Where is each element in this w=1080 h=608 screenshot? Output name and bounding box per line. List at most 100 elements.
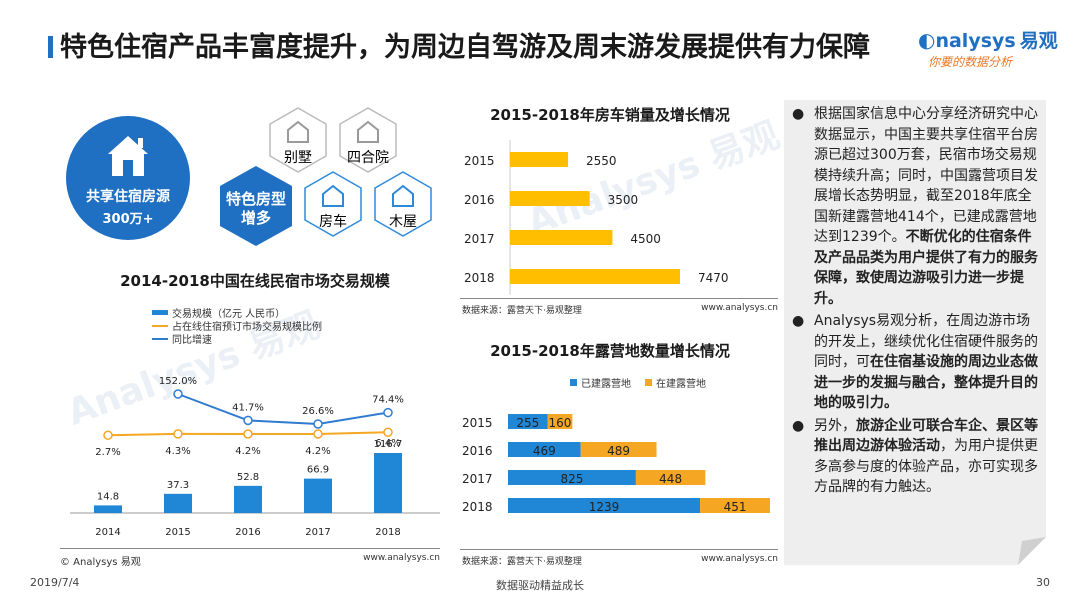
logo-brand: nalysys xyxy=(935,30,1016,52)
legend-swatch-icon xyxy=(645,379,652,386)
chart1-x-tick: 2015 xyxy=(165,527,190,538)
chart3-bar-built xyxy=(508,470,636,485)
chart1-bar xyxy=(164,493,192,513)
chart3-source: 数据来源：露营天下·易观整理 xyxy=(462,557,582,567)
analysis-bullet: ● Analysys易观分析，在周边游市场的开发上，继续优化住宿硬件服务的同时，可… xyxy=(792,311,1038,414)
chart3-building-label: 489 xyxy=(607,444,630,458)
legend-swatch-icon xyxy=(152,324,168,327)
chart1-growth-point xyxy=(313,419,323,429)
chart2-y-tick: 2018 xyxy=(464,271,495,285)
chart1-bar-label: 14.8 xyxy=(97,491,119,502)
chart1-growth-point xyxy=(173,389,183,399)
chart1-share-label: 4.3% xyxy=(165,446,190,457)
chart1-bar-label: 116.7 xyxy=(374,439,403,450)
hex-courtyard-label: 四合院 xyxy=(347,150,389,166)
chart1-x-tick: 2016 xyxy=(235,527,260,538)
chart1-bar xyxy=(374,453,402,513)
hex-center-line1: 特色房型 xyxy=(226,190,286,208)
analysis-bullets: ● 根据国家信息中心分享经济研究中心数据显示，中国主要共享住宿平台房源已超过300… xyxy=(792,104,1038,498)
hex-villa: 别墅 xyxy=(269,107,327,173)
home-icon xyxy=(287,120,309,143)
chart1-share-point xyxy=(103,430,113,440)
chart3-building-label: 448 xyxy=(659,472,682,486)
chart1-growth-label: 152.0% xyxy=(159,376,197,387)
chart3-title: 2015-2018年露营地数量增长情况 xyxy=(490,342,730,360)
chart1-share-label: 4.2% xyxy=(235,446,260,457)
chart1-copyright: © Analysys 易观 xyxy=(60,557,141,568)
chart3-bar-built xyxy=(508,498,701,513)
footer-slogan: 数据驱动精益成长 xyxy=(496,579,584,592)
chart3-built-label: 825 xyxy=(560,472,583,486)
chart1-share-label: 6.4% xyxy=(375,438,400,449)
chart3-bar-building xyxy=(635,470,706,485)
chart1-share-label: 2.7% xyxy=(95,447,120,458)
circle-title: 共享住宿房源 xyxy=(86,189,170,205)
hex-rv: 房车 xyxy=(304,171,362,237)
chart3-bar-built xyxy=(508,414,548,429)
chart3-plot: 2015 255 160 2016 469 489 2017 825 448 2018 1239 45… xyxy=(462,414,770,514)
analysis-panel: ● 根据国家信息中心分享经济研究中心数据显示，中国主要共享住宿平台房源已超过300… xyxy=(784,100,1046,565)
chart3-site: www.analysys.cn xyxy=(701,554,778,564)
chart1-bar-label: 52.8 xyxy=(237,472,259,483)
chart3-legend-built: 已建露营地 xyxy=(570,376,631,390)
chart1-share-point xyxy=(243,429,253,439)
chart2-plot: 2015 2550 2016 3500 2017 4500 2018 7470 xyxy=(464,140,729,295)
shared-lodging-circle: 共享住宿房源 300万+ xyxy=(66,116,190,240)
chart3-y-tick: 2015 xyxy=(462,416,493,430)
chart1-legend-bar: 交易规模（亿元 人民币） xyxy=(152,306,322,320)
hex-villa-label: 别墅 xyxy=(284,150,312,166)
page-fold-icon xyxy=(1018,537,1046,565)
chart3-y-tick: 2017 xyxy=(462,472,493,486)
chart3-y-tick: 2018 xyxy=(462,500,493,514)
logo-slogan: 你要的数据分析 xyxy=(928,55,1013,69)
hex-courtyard: 四合院 xyxy=(339,107,397,173)
chart3-bar-built xyxy=(508,442,581,457)
chart3-built-label: 1239 xyxy=(589,500,620,514)
chart1-site: www.analysys.cn xyxy=(363,553,440,563)
house-icon xyxy=(108,136,148,176)
home-icon xyxy=(322,184,344,207)
page-title: 特色住宿产品丰富度提升，为周边自驾游及周末游发展提供有力保障 xyxy=(60,32,870,63)
chart2-bar xyxy=(510,152,569,167)
hex-center: 特色房型 增多 xyxy=(220,166,292,246)
analysis-bullet: ● 另外，旅游企业可联合车企、景区等推出周边游体验活动，为用户提供更多高参与度的体… xyxy=(792,416,1038,498)
chart1-bar xyxy=(234,485,262,513)
chart3-building-label: 160 xyxy=(548,416,571,430)
chart3-y-tick: 2016 xyxy=(462,444,493,458)
page-number: 30 xyxy=(1036,576,1050,589)
chart3-legend-building: 在建露营地 xyxy=(645,376,706,390)
chart1-growth-point xyxy=(383,407,393,418)
bullet-text: 根据国家信息中心分享经济研究中心数据显示，中国主要共享住宿平台房源已超过300万… xyxy=(814,104,1038,309)
chart1-legend: 交易规模（亿元 人民币） 占在线住宿预订市场交易规模比例 同比增速 xyxy=(152,306,322,346)
circle-value: 300万+ xyxy=(102,212,154,227)
bullet-text-normal: 另外， xyxy=(814,417,856,434)
chart2-divider xyxy=(460,298,778,299)
chart1-x-tick: 2017 xyxy=(305,527,330,538)
legend-swatch-icon xyxy=(152,337,168,340)
chart3-bar-building xyxy=(547,414,573,429)
chart1-growth-label: 41.7% xyxy=(232,402,264,413)
bullet-text-bold: 旅游企业可联合车企、景区等推出周边游体验活动 xyxy=(814,417,1038,455)
chart1-growth-label: 74.4% xyxy=(372,395,404,406)
chart1-bar-label: 37.3 xyxy=(167,480,189,491)
lodging-types-hexagons: 别墅 四合院 特色房型 增多 房车 木屋 xyxy=(220,107,432,246)
chart1-title: 2014-2018中国在线民宿市场交易规模 xyxy=(120,272,390,290)
bullet-dot-icon: ● xyxy=(792,313,805,329)
chart1-share-label: 4.2% xyxy=(305,446,330,457)
chart2-bar xyxy=(510,191,590,206)
bullet-dot-icon: ● xyxy=(792,106,805,122)
chart2-bar-label: 7470 xyxy=(698,271,729,285)
hex-center-line2: 增多 xyxy=(241,209,271,227)
chart3-divider xyxy=(460,549,778,550)
chart1-x-tick: 2018 xyxy=(375,527,400,538)
title-accent-bar xyxy=(48,36,53,58)
chart1-plot: 14.8 2014 37.3 2015 52.8 2016 66.9 2017 116.7 201… xyxy=(70,376,440,538)
bullet-text-normal: Analysys易观分析，在周边游市场的开发上，继续优化住宿硬件服务的同时，可 xyxy=(814,313,1038,370)
chart2-y-tick: 2017 xyxy=(464,232,495,246)
chart1-bar xyxy=(94,505,122,513)
hex-cabin-label: 木屋 xyxy=(389,214,417,230)
chart3-bar-building xyxy=(700,498,770,513)
logo-mark-icon: ◐ xyxy=(918,28,936,52)
analysys-logo: ◐nalysys 易观 你要的数据分析 xyxy=(918,26,1068,72)
analysis-bullet: ● 根据国家信息中心分享经济研究中心数据显示，中国主要共享住宿平台房源已超过300… xyxy=(792,104,1038,309)
